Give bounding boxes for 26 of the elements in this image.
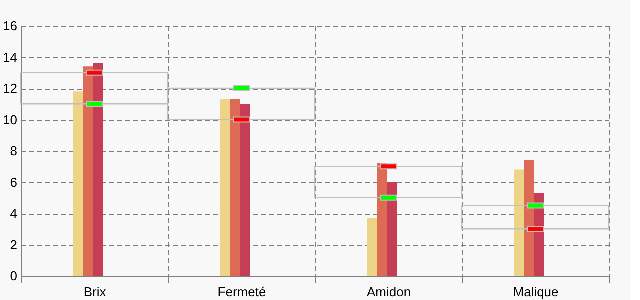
bar — [314, 166, 463, 198]
x-tick-label: Brix — [84, 284, 107, 300]
bar — [461, 205, 610, 230]
y-tick-label: 4 — [10, 206, 18, 221]
y-tick-label: 16 — [3, 18, 18, 34]
bar — [73, 92, 83, 276]
bar — [377, 164, 387, 276]
y-tick-label: 6 — [10, 174, 18, 190]
y-tick-label: 2 — [10, 237, 18, 252]
bar — [93, 64, 103, 276]
bar — [230, 99, 240, 276]
bar — [240, 104, 250, 276]
y-tick-label: 8 — [10, 144, 18, 158]
x-tick-label: Malique — [513, 284, 559, 300]
y-tick-label: 12 — [3, 81, 18, 96]
y-tick-label: 0 — [10, 268, 18, 284]
y-tick-label: 10 — [3, 112, 18, 128]
bar — [514, 170, 524, 276]
bar — [367, 218, 377, 276]
bar — [83, 66, 93, 276]
x-tick-label: Fermeté — [218, 284, 266, 300]
bar — [524, 160, 534, 276]
bar — [387, 182, 397, 276]
bar — [220, 99, 230, 276]
y-tick-label: 14 — [3, 50, 18, 65]
x-tick-label: Amidon — [366, 284, 412, 300]
